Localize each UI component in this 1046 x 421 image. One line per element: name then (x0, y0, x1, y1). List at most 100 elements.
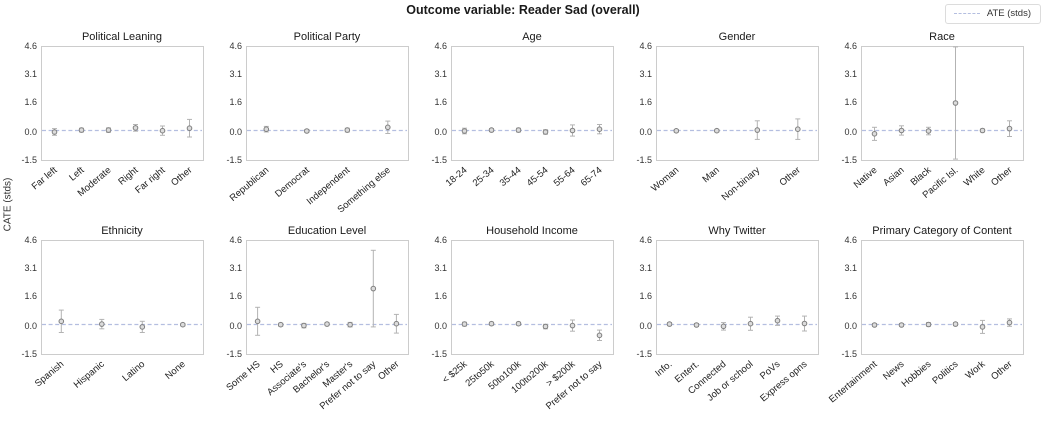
x-tick-label: Spanish (33, 359, 66, 390)
y-tick-label: 1.6 (639, 97, 652, 107)
y-tick-label: 3.1 (844, 69, 857, 79)
y-tick-label: 4.6 (24, 235, 37, 245)
data-point (754, 127, 761, 133)
data-point (666, 321, 673, 327)
subplot-canvas: Political Party 4.6 3.1 1.6 0.0 -1.5Republica… (226, 31, 409, 215)
data-point (542, 129, 549, 135)
data-point (693, 322, 700, 328)
legend-label: ATE (stds) (986, 8, 1031, 19)
y-tick-label: 3.1 (844, 263, 857, 273)
x-tick-label: Hobbies (900, 359, 934, 390)
data-point (324, 321, 330, 327)
data-point (795, 126, 801, 132)
data-point (596, 332, 603, 339)
x-tick-label: Republican (228, 165, 271, 204)
x-tick-label: Woman (649, 165, 681, 194)
y-tick-label: -1.5 (431, 349, 447, 359)
subplot-political-party: Political Party 4.6 3.1 1.6 0.0 -1.5 Republica… (212, 28, 417, 223)
y-tick-label: 4.6 (229, 41, 242, 51)
data-point (596, 126, 603, 132)
axes-frame (41, 46, 204, 161)
y-tick-label: -1.5 (841, 155, 857, 165)
x-tick-label: White (962, 165, 988, 189)
x-tick-label: Other (989, 165, 1014, 189)
x-tick-label: Other (989, 359, 1014, 383)
x-tick-label: Far left (30, 165, 60, 193)
x-tick-label: 25-34 (471, 165, 497, 189)
x-tick-label: Man (700, 165, 721, 185)
x-tick-label: 18-24 (444, 165, 470, 189)
subplot-title: Education Level (288, 225, 366, 237)
subplot-canvas: Why Twitter4.63.11.60.0-1.5Info.Entert.C… (636, 225, 819, 404)
subplot-title: Race (929, 31, 955, 43)
y-tick-label: 0.0 (229, 321, 242, 331)
data-point (979, 127, 986, 134)
x-tick-label: HS (268, 359, 285, 376)
data-point (99, 321, 105, 327)
data-point (898, 322, 905, 328)
data-point (952, 100, 959, 106)
data-point (720, 323, 727, 330)
y-tick-label: 3.1 (229, 69, 242, 79)
x-tick-label: Democrat (273, 165, 312, 200)
y-tick-label: 0.0 (434, 127, 447, 137)
data-point (159, 127, 166, 134)
x-tick-label: Native (852, 165, 880, 191)
subplot-canvas: Primary Category of Content 4.6 3.1 1.6 0.0 -… (827, 225, 1024, 406)
subplot-political-leaning: Political Leaning 4.6 3.1 1.6 0.0 -1.5 Far lef… (7, 28, 212, 223)
legend: ATE (stds) (944, 4, 1041, 24)
data-point (801, 320, 808, 327)
data-point (569, 127, 576, 134)
y-tick-label: 1.6 (844, 97, 857, 107)
data-point (301, 322, 307, 329)
x-tick-label: Non-binary (720, 165, 763, 203)
data-point (979, 324, 986, 330)
data-point (925, 128, 932, 134)
y-tick-label: 4.6 (844, 235, 857, 245)
x-tick-label: Other (376, 359, 401, 383)
y-tick-label: 1.6 (24, 291, 37, 301)
data-point (673, 128, 680, 134)
axes-frame (451, 46, 614, 161)
axes-frame (451, 240, 614, 355)
axes-frame (246, 46, 409, 161)
y-tick-label: 1.6 (639, 291, 652, 301)
ate-dashed-line-sample (953, 13, 980, 14)
y-tick-label: 1.6 (434, 291, 447, 301)
data-point (488, 127, 495, 133)
data-point (254, 318, 261, 325)
data-point (515, 127, 522, 133)
x-tick-label: Left (67, 165, 86, 184)
y-tick-label: 4.6 (639, 41, 652, 51)
y-tick-label: 0.0 (434, 321, 447, 331)
x-tick-label: 65-74 (579, 165, 605, 189)
data-point (78, 127, 85, 133)
subplot-title: Why Twitter (708, 225, 766, 237)
data-point (370, 285, 377, 292)
axes-frame (861, 240, 1024, 355)
subplot-ethnicity: Ethnicity 4.6 3.1 1.6 0.0 -1.5 Spanish Hispanic… (7, 222, 212, 417)
y-tick-label: 3.1 (229, 263, 242, 273)
axes-frame (246, 240, 409, 355)
y-tick-label: 4.6 (24, 41, 37, 51)
axes-frame (41, 240, 204, 355)
data-point (542, 323, 549, 330)
x-tick-label: Entertainment (827, 359, 880, 406)
data-point (714, 127, 720, 134)
data-point (132, 125, 139, 131)
data-point (139, 324, 146, 330)
x-tick-label: Latino (120, 359, 147, 384)
data-point (277, 321, 284, 328)
subplot-title: Primary Category of Content (872, 225, 1011, 237)
y-tick-label: 4.6 (434, 235, 447, 245)
subplot-why-twitter: Why Twitter 4.6 3.1 1.6 0.0 -1.5 Info. Entert. C… (622, 222, 827, 417)
y-tick-label: 1.6 (434, 97, 447, 107)
x-tick-label: 55-64 (552, 165, 578, 189)
x-tick-label: Far right (133, 165, 167, 196)
data-point (105, 127, 112, 133)
